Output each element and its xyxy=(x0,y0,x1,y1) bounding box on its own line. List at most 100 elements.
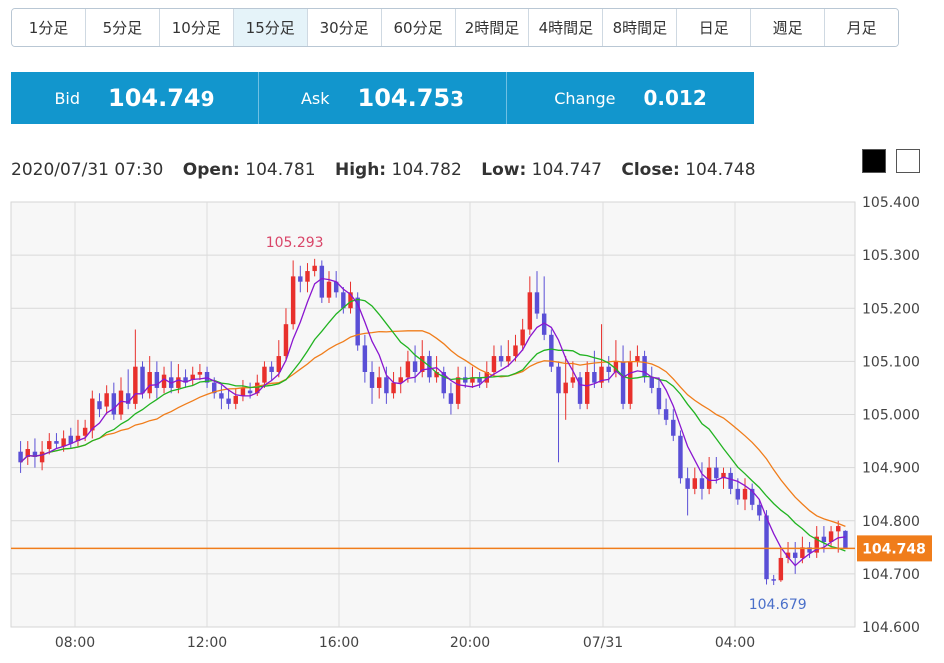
candle-body xyxy=(828,531,834,542)
open-value: 104.781 xyxy=(245,160,316,180)
x-tick-label: 16:00 xyxy=(319,635,359,651)
candle-body xyxy=(556,366,561,394)
candle-body xyxy=(398,377,403,383)
candle-body xyxy=(68,435,74,444)
candle-body xyxy=(441,372,446,394)
candle-body xyxy=(592,372,597,383)
candle-body xyxy=(240,387,246,396)
tab-7[interactable]: 4時間足 xyxy=(529,9,604,46)
candle-body xyxy=(298,276,303,282)
candle-body xyxy=(305,271,310,282)
candle-body xyxy=(577,377,583,404)
candle-body xyxy=(233,395,238,404)
close-value: 104.748 xyxy=(685,160,756,180)
candle-body xyxy=(628,361,633,404)
candlestick-chart[interactable]: 105.400 105.300 105.200 105.100 105.000 104.9… xyxy=(0,190,944,663)
candle-body xyxy=(90,398,95,431)
candle-body xyxy=(757,504,762,516)
candle-body xyxy=(420,356,425,372)
candle-body xyxy=(699,478,705,489)
ma-long-line xyxy=(20,330,846,528)
tab-1[interactable]: 5分足 xyxy=(85,9,160,46)
candle-body xyxy=(326,281,332,298)
y-tick-label: 105.300 xyxy=(862,248,920,264)
candle-body xyxy=(448,393,454,404)
candle-body xyxy=(749,488,755,505)
current-price-box xyxy=(857,535,932,562)
candle-body xyxy=(276,356,282,372)
candle-body xyxy=(836,526,841,532)
candle-body xyxy=(133,366,138,404)
candle-body xyxy=(792,552,798,558)
candle-body xyxy=(190,374,195,380)
candle-body xyxy=(642,356,647,378)
candle-body xyxy=(692,478,698,489)
ohlc-readout: 2020/07/31 07:30 Open: 104.781 High: 104… xyxy=(11,160,756,180)
candle-body xyxy=(728,472,733,489)
candle-body xyxy=(104,393,109,407)
dark-theme-button[interactable] xyxy=(862,149,886,173)
candle-body xyxy=(620,361,626,404)
candle-body xyxy=(771,579,776,581)
candle-body xyxy=(613,361,619,372)
candle-body xyxy=(176,377,181,388)
candle-body xyxy=(491,356,497,372)
tab-4[interactable]: 30分足 xyxy=(307,9,382,46)
candle-body xyxy=(262,366,267,383)
light-theme-button[interactable] xyxy=(896,149,920,173)
candle-body xyxy=(584,372,590,404)
tab-2[interactable]: 10分足 xyxy=(159,9,234,46)
candle-body xyxy=(463,377,468,383)
timeframe-tabs: 1分足 5分足 10分足 15分足 30分足 60分足 2時間足 4時間足 8時間足 日足 週足 月足 xyxy=(11,8,899,47)
y-tick-label: 105.100 xyxy=(862,354,920,370)
candle-body xyxy=(39,451,45,463)
candle-body xyxy=(97,401,102,410)
tab-0[interactable]: 1分足 xyxy=(12,9,86,46)
tab-8[interactable]: 8時間足 xyxy=(603,9,678,46)
candle-body xyxy=(75,435,81,442)
candle-body xyxy=(498,356,504,362)
candle-body xyxy=(140,366,145,394)
candle-body xyxy=(671,419,676,436)
candle-body xyxy=(247,390,253,394)
candle-body xyxy=(226,398,231,404)
candle-body xyxy=(362,345,368,372)
tab-5[interactable]: 60分足 xyxy=(381,9,456,46)
candle-body xyxy=(82,427,88,436)
low-label: Low: xyxy=(481,160,527,180)
candle-body xyxy=(391,382,396,394)
bid-small: 9 xyxy=(200,87,215,111)
candle-body xyxy=(290,276,296,325)
change-value: 0.012 xyxy=(643,86,707,110)
candle-body xyxy=(800,547,805,558)
candle-body xyxy=(312,265,317,272)
candle-body xyxy=(807,547,812,553)
candle-body xyxy=(118,390,124,415)
bid-value: 104.749 xyxy=(108,84,215,112)
candle-body xyxy=(283,324,289,357)
candle-body xyxy=(348,292,353,309)
candle-body xyxy=(154,372,160,388)
high-value: 104.782 xyxy=(391,160,462,180)
ask-label: Ask xyxy=(300,88,330,108)
candle-body xyxy=(477,377,482,383)
candle-body xyxy=(455,377,461,404)
candle-body xyxy=(764,515,769,580)
candle-body xyxy=(219,393,224,399)
x-tick-label: 20:00 xyxy=(450,635,490,651)
candle-body xyxy=(685,478,690,489)
tab-10[interactable]: 週足 xyxy=(751,9,826,46)
candle-body xyxy=(255,382,260,394)
candle-body xyxy=(25,449,30,457)
candle-body xyxy=(434,372,439,378)
tab-11[interactable]: 月足 xyxy=(825,9,898,46)
candle-body xyxy=(843,530,848,549)
tab-3[interactable]: 15分足 xyxy=(233,9,308,46)
y-tick-label: 105.400 xyxy=(862,195,920,211)
tab-6[interactable]: 2時間足 xyxy=(455,9,530,46)
tab-9[interactable]: 日足 xyxy=(677,9,752,46)
candle-body xyxy=(341,292,346,309)
change-cell: Change 0.012 xyxy=(507,72,754,124)
y-tick-label: 105.000 xyxy=(862,408,920,424)
candle-body xyxy=(18,451,23,463)
